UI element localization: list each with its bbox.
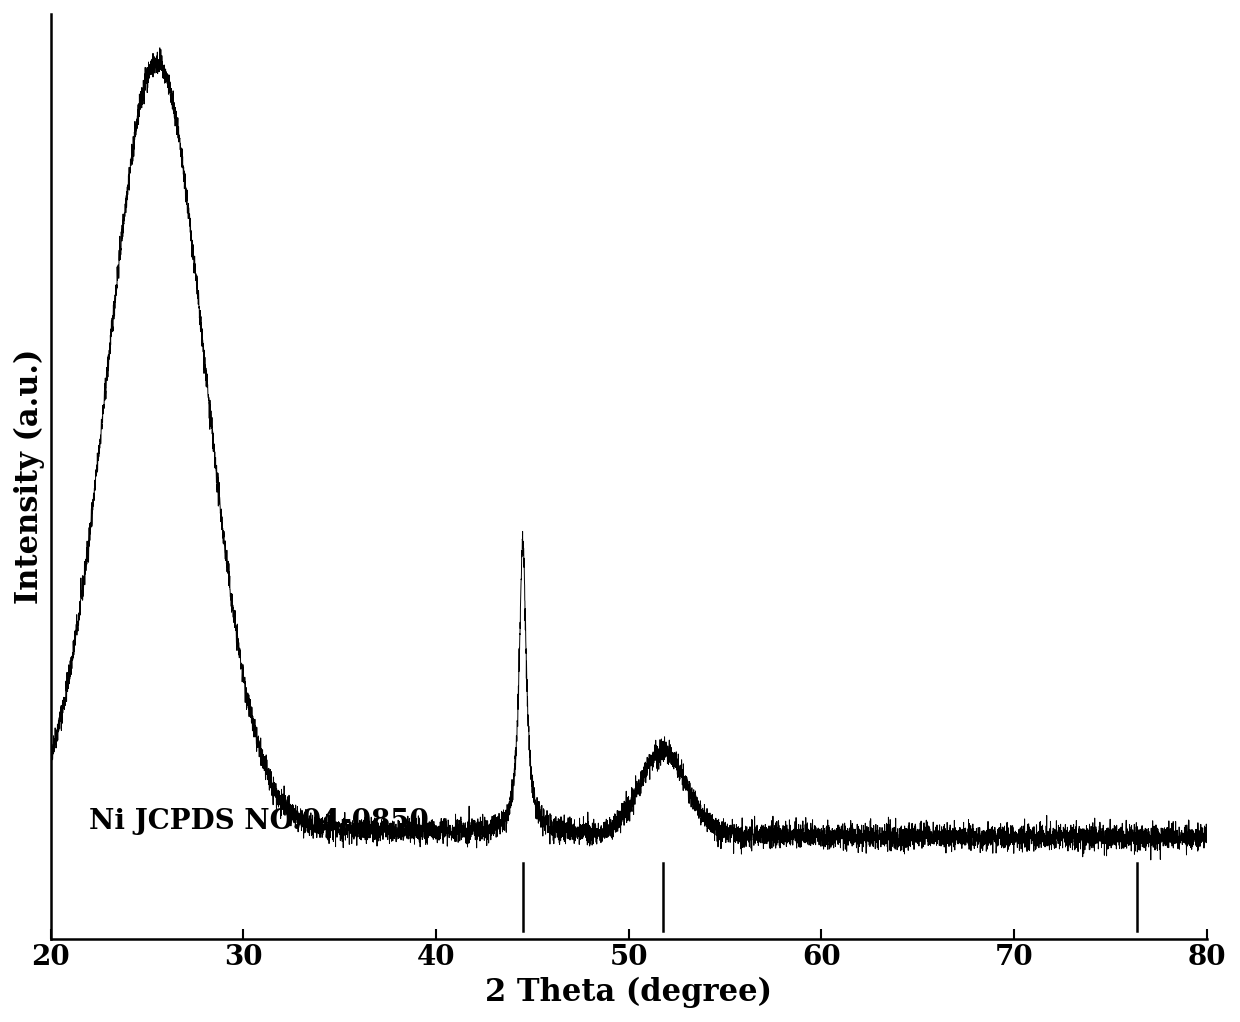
- Text: Ni JCPDS NO.04-0850: Ni JCPDS NO.04-0850: [89, 808, 429, 835]
- X-axis label: 2 Theta (degree): 2 Theta (degree): [485, 977, 773, 1008]
- Y-axis label: Intensity (a.u.): Intensity (a.u.): [14, 349, 45, 604]
